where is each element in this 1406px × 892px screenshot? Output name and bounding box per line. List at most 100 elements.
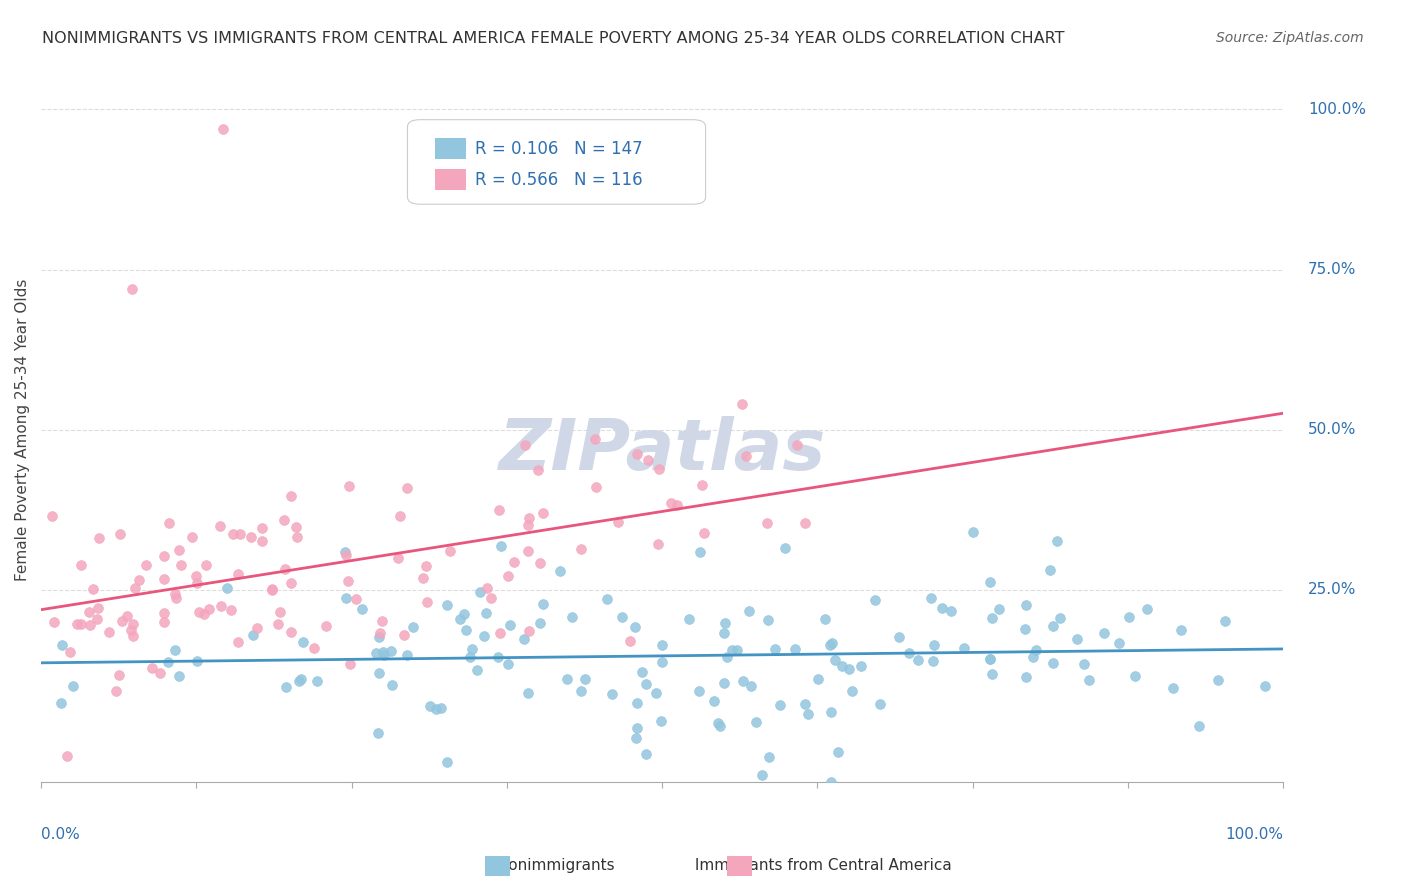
Point [1042,619,1064,633]
Point [887,630,910,644]
Point [818,638,841,652]
Point [1022,650,1045,665]
Point [121,629,143,643]
Point [62,679,84,693]
Point [763,641,786,656]
Point [1073,657,1095,672]
Point [368,625,391,640]
Point [339,657,361,672]
Point [163,586,186,600]
Point [869,697,891,711]
Point [302,641,325,656]
Point [392,627,415,641]
Text: 100.0%: 100.0% [1225,828,1284,842]
Point [636,677,658,691]
Point [290,672,312,686]
Text: NONIMMIGRANTS VS IMMIGRANTS FROM CENTRAL AMERICA FEMALE POVERTY AMONG 25-34 YEAR: NONIMMIGRANTS VS IMMIGRANTS FROM CENTRAL… [42,31,1064,46]
Point [922,639,945,653]
Point [1015,599,1038,613]
Point [149,665,172,680]
Point [315,619,337,633]
Point [280,575,302,590]
Point [775,541,797,556]
Point [647,537,669,551]
Point [531,597,554,611]
Text: 50.0%: 50.0% [1308,422,1357,437]
Point [838,662,860,676]
Point [907,652,929,666]
Point [128,574,150,588]
FancyBboxPatch shape [408,120,706,204]
Point [920,591,942,606]
Point [1015,670,1038,684]
Point [793,516,815,530]
Point [922,654,945,668]
Point [1170,624,1192,638]
Point [981,666,1004,681]
Point [1118,609,1140,624]
Point [637,453,659,467]
Point [666,498,689,512]
Point [157,516,180,530]
Point [439,544,461,558]
Point [269,605,291,619]
Point [120,623,142,637]
Point [153,607,176,621]
Point [97,624,120,639]
Point [368,665,391,680]
Point [571,542,593,557]
Point [250,521,273,535]
Point [561,610,583,624]
Point [59,645,82,659]
Point [1213,615,1236,629]
Point [979,575,1001,590]
Point [135,558,157,573]
Point [1092,626,1115,640]
Point [458,650,481,665]
Point [215,581,238,595]
Point [335,548,357,562]
Point [240,530,263,544]
Point [111,615,134,629]
Point [221,603,243,617]
Point [785,642,807,657]
Point [499,617,522,632]
Point [486,650,509,665]
FancyBboxPatch shape [434,138,465,159]
Point [793,698,815,712]
Point [619,634,641,648]
Point [157,655,180,669]
Text: ZIPatlas: ZIPatlas [498,417,825,485]
Point [242,628,264,642]
Point [167,669,190,683]
Point [381,678,404,692]
Point [380,643,402,657]
Point [436,756,458,770]
Point [1125,669,1147,683]
Point [814,612,837,626]
Point [344,592,367,607]
Point [367,726,389,740]
Point [720,642,742,657]
Point [419,698,441,713]
Point [141,660,163,674]
Point [756,516,779,531]
Point [851,659,873,673]
Point [644,686,666,700]
Point [337,479,360,493]
Point [703,693,725,707]
Point [797,706,820,721]
Point [583,432,606,446]
Point [731,397,754,411]
Point [246,621,269,635]
Point [979,652,1001,666]
Point [186,654,208,668]
Point [738,604,761,618]
Point [87,601,110,615]
Point [122,616,145,631]
Point [897,646,920,660]
Point [863,593,886,607]
Text: Nonimmigrants: Nonimmigrants [454,858,614,872]
Point [807,673,830,687]
Point [689,544,711,558]
